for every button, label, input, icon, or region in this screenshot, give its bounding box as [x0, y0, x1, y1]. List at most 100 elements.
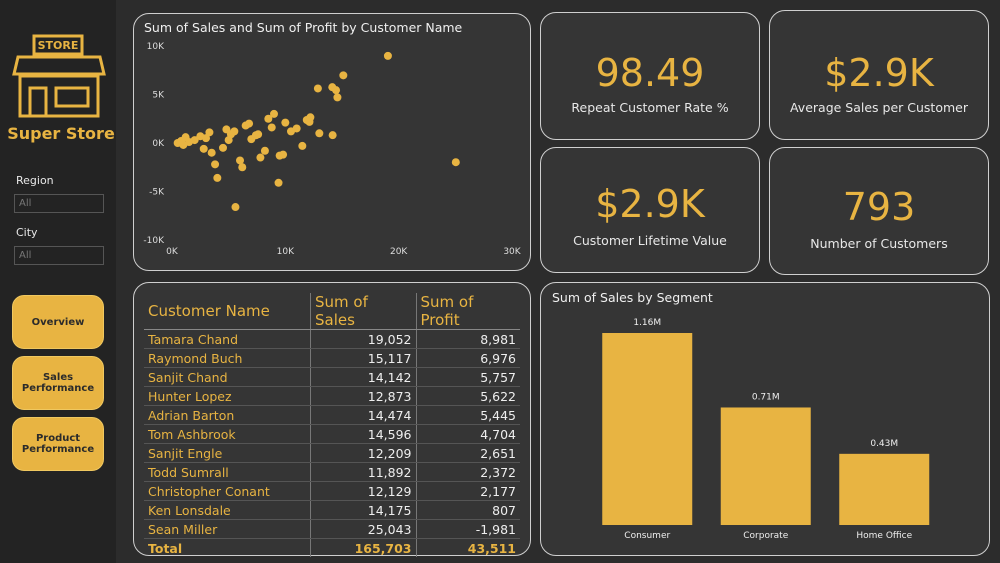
column-header[interactable]: Customer Name — [144, 293, 311, 330]
scatter-point — [199, 144, 208, 153]
scatter-point — [256, 153, 265, 162]
filter-dropdown[interactable]: All — [14, 246, 104, 265]
scatter-point — [196, 132, 205, 141]
table-cell: 5,622 — [415, 386, 520, 406]
table-cell: 2,651 — [415, 443, 520, 463]
table-cell: 165,703 — [310, 538, 416, 557]
kpi-value: 98.49 — [595, 51, 705, 95]
table-panel: Customer Name Sum of Sales Sum of Profit… — [133, 282, 531, 557]
table-row: Todd Sumrall 11,892 2,372 — [144, 462, 520, 482]
table-cell: Raymond Buch — [144, 348, 311, 368]
y-tick-label: -10K — [143, 236, 165, 246]
table-header: Customer Name Sum of Sales Sum of Profit — [144, 293, 520, 330]
y-tick-label: 0K — [152, 139, 165, 149]
scatter-point — [333, 93, 342, 102]
scatter-panel — [133, 13, 531, 271]
scatter-point — [328, 131, 337, 140]
scatter-point — [231, 203, 240, 212]
scatter-point — [281, 118, 290, 127]
logo-window — [54, 86, 90, 108]
table-cell: 807 — [415, 500, 520, 520]
table-cell: 5,445 — [415, 405, 520, 425]
table-cell: 12,129 — [310, 481, 416, 501]
table-cell: Total — [148, 540, 183, 556]
table-cell: 14,142 — [310, 367, 416, 387]
table-cell: Adrian Barton — [144, 405, 311, 425]
kpi-card: $2.9K Average Sales per Customer — [769, 10, 989, 140]
x-tick-label: 0K — [166, 247, 179, 257]
nav-button[interactable]: Product Performance — [12, 417, 104, 471]
kpi-label: Average Sales per Customer — [789, 100, 968, 115]
table-row: Sanjit Engle 12,209 2,651 — [144, 443, 520, 463]
scatter-point — [292, 124, 301, 133]
kpi-label: Customer Lifetime Value — [573, 233, 727, 248]
scatter-point — [313, 84, 322, 93]
kpi-card: $2.9K Customer Lifetime Value — [540, 147, 760, 273]
bar — [602, 333, 693, 525]
filter-label: City — [16, 226, 38, 239]
bar — [720, 407, 811, 525]
scatter-point — [245, 119, 254, 128]
scatter-point — [211, 160, 220, 169]
table-cell: Hunter Lopez — [144, 386, 311, 406]
table-cell: 11,892 — [310, 462, 416, 482]
logo-awning — [12, 55, 106, 76]
table-cell: 12,873 — [310, 386, 416, 406]
column-header[interactable]: Sum of Profit — [415, 293, 520, 330]
filter-label: Region — [16, 174, 54, 187]
scatter-point — [213, 173, 222, 182]
scatter-point — [339, 71, 348, 80]
table-cell: Tamara Chand — [144, 329, 311, 349]
table-cell: 8,981 — [415, 329, 520, 349]
table-cell: 6,976 — [415, 348, 520, 368]
table-cell: 43,511 — [415, 538, 520, 557]
table-cell: 15,117 — [310, 348, 416, 368]
column-header[interactable]: Sum of Sales — [310, 293, 416, 330]
scatter-point — [260, 146, 269, 155]
table-cell: Sanjit Engle — [144, 443, 311, 463]
logo-sign-text: STORE — [38, 39, 79, 52]
table-cell: Sanjit Chand — [144, 367, 311, 387]
kpi-label: Repeat Customer Rate % — [571, 100, 729, 115]
table-row: Raymond Buch 15,117 6,976 — [144, 348, 520, 368]
kpi-label: Number of Customers — [810, 236, 948, 251]
table-cell: 2,372 — [415, 462, 520, 482]
y-tick-label: 10K — [147, 42, 165, 52]
scatter-point — [332, 86, 341, 95]
nav-button[interactable]: Overview — [12, 295, 104, 349]
scatter-point — [254, 130, 263, 139]
table-row: Sean Miller 25,043 -1,981 — [144, 519, 520, 539]
table-cell: Todd Sumrall — [144, 462, 311, 482]
table-cell: 4,704 — [415, 424, 520, 444]
logo: STORE — [12, 34, 106, 118]
kpi-value: $2.9K — [824, 51, 934, 95]
scatter-point — [451, 158, 460, 167]
table-cell: 5,757 — [415, 367, 520, 387]
table-row: Tom Ashbrook 14,596 4,704 — [144, 424, 520, 444]
table-cell: 14,474 — [310, 405, 416, 425]
scatter-point — [205, 128, 214, 137]
table-row: Tamara Chand 19,052 8,981 — [144, 329, 520, 349]
x-tick-label: 20K — [390, 247, 408, 257]
table-row: Adrian Barton 14,474 5,445 — [144, 405, 520, 425]
scatter-point — [230, 127, 239, 136]
table-cell: Ken Lonsdale — [144, 500, 311, 520]
scatter-point — [222, 125, 231, 134]
chart-title: Sum of Sales and Sum of Profit by Custom… — [144, 20, 463, 35]
scatter-point — [219, 143, 227, 152]
scatter-point — [267, 123, 276, 132]
scatter-point — [270, 109, 278, 118]
filter-dropdown[interactable]: All — [14, 194, 104, 213]
x-tick-label: Corporate — [743, 531, 788, 541]
nav-button[interactable]: Sales Performance — [12, 356, 104, 410]
scatter-point — [236, 156, 244, 165]
scatter-point — [274, 178, 283, 187]
y-tick-label: 5K — [152, 91, 165, 101]
logo-sign — [32, 34, 84, 56]
scatter-point — [305, 117, 314, 126]
brand: Super Store — [7, 124, 115, 143]
y-tick-label: -5K — [149, 188, 165, 198]
x-tick-label: Consumer — [624, 531, 670, 541]
table-row: Christopher Conant 12,129 2,177 — [144, 481, 520, 501]
